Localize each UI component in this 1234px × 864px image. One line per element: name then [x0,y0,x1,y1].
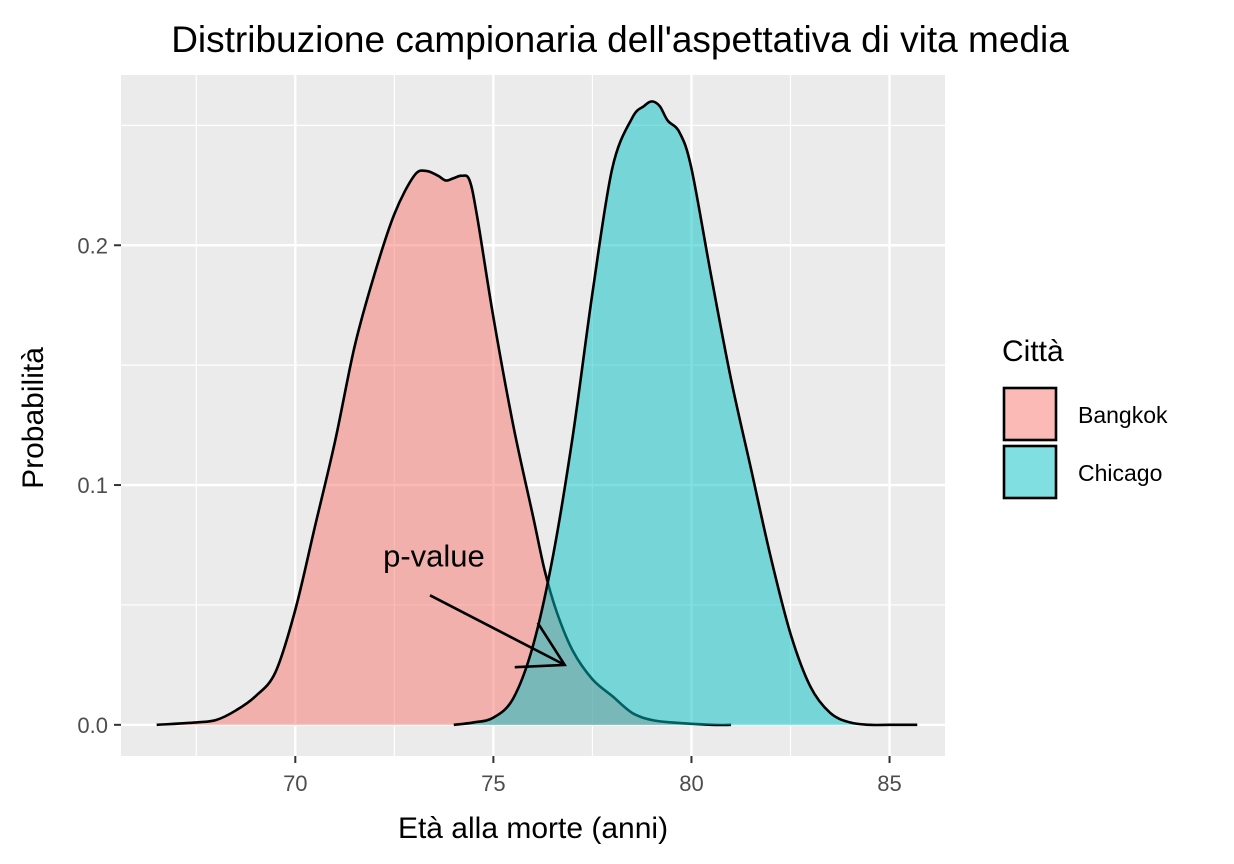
x-tick-label: 75 [481,771,505,796]
annotation-label: p-value [383,539,485,574]
y-tick-label: 0.1 [77,473,108,498]
y-tick-label: 0.2 [77,233,108,258]
y-axis-title: Probabilità [17,347,50,489]
x-tick-label: 80 [679,771,703,796]
x-tick-label: 70 [283,771,307,796]
plot-area: p-value [121,75,945,756]
density-area-chicago [453,101,918,726]
chart-title: Distribuzione campionaria dell'aspettati… [171,19,1069,60]
x-tick-label: 85 [877,771,901,796]
legend: Città Bangkok Chicago [1002,335,1168,500]
annotation-arrow-head [514,622,568,669]
annotation-arrow-shaft [429,594,566,667]
legend-key-bangkok [1002,386,1058,442]
density-area-bangkok [156,170,732,726]
density-line-chicago [453,100,918,727]
y-tick-label: 0.0 [77,713,108,738]
legend-key-chicago [1002,444,1058,500]
legend-label-chicago: Chicago [1078,460,1162,486]
legend-title: Città [1002,335,1064,368]
legend-label-bangkok: Bangkok [1078,402,1168,428]
x-axis-title: Età alla morte (anni) [398,812,668,845]
axes: 70 75 80 85 0.0 0.1 0.2 [77,233,901,796]
